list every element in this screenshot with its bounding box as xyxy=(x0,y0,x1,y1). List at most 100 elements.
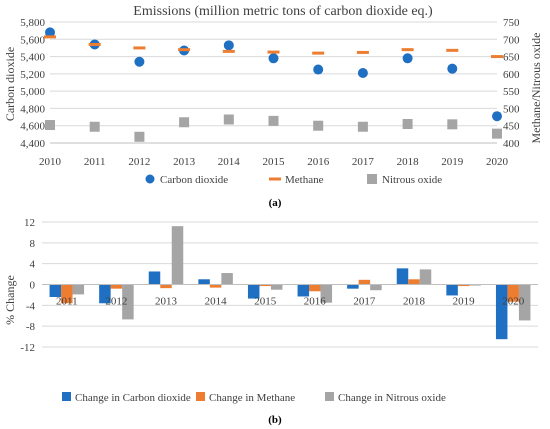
chart-b-xtick-label: 2011 xyxy=(56,296,78,308)
chart-a-legend-label: Carbon dioxide xyxy=(160,174,228,186)
chart-b-xtick-label: 2019 xyxy=(453,296,476,308)
nitrous-oxide-point xyxy=(223,114,234,125)
chart-a-ytick-right-label: 550 xyxy=(503,86,520,98)
co2-point xyxy=(134,56,145,67)
methane-point xyxy=(491,55,503,59)
chart-b-legend-label: Change in Carbon dioxide xyxy=(75,392,191,404)
legend-co2-swatch xyxy=(145,174,155,184)
chart-a-xtick-label: 2020 xyxy=(486,156,509,168)
chart-a-legend: Carbon dioxide Methane Nitrous oxide xyxy=(145,174,442,186)
chart-b-legend-swatch xyxy=(325,392,334,401)
chart-b-ytick-label: -12 xyxy=(20,342,35,354)
chart-a-ytick-right-label: 750 xyxy=(503,17,520,29)
nitrous-oxide-point xyxy=(447,119,458,130)
chart-a-xtick-label: 2013 xyxy=(173,156,196,168)
bar-co2-change xyxy=(396,268,409,285)
bar-n2o-change xyxy=(171,226,184,285)
bar-n2o-change xyxy=(221,273,233,285)
chart-a-legend-label: Nitrous oxide xyxy=(382,174,442,186)
co2-point xyxy=(402,53,413,64)
bar-co2-change xyxy=(49,284,62,297)
chart-a-ytick-right-label: 500 xyxy=(503,103,520,115)
chart-b-xtick-label: 2013 xyxy=(155,296,178,308)
methane-point xyxy=(133,46,146,50)
bar-methane-change xyxy=(110,284,123,289)
chart-a-ytick-label: 5,000 xyxy=(20,86,45,98)
chart-b-ytick-label: 0 xyxy=(30,280,36,292)
bar-methane-change xyxy=(358,279,371,285)
co2-point xyxy=(268,53,279,64)
bar-n2o-change xyxy=(370,284,382,291)
chart-a-ytick-right-label: 700 xyxy=(503,34,520,46)
chart-b-legend-label: Change in Methane xyxy=(209,392,295,404)
methane-point xyxy=(446,48,459,52)
bar-methane-change xyxy=(408,279,420,285)
bar-co2-change xyxy=(247,284,260,299)
chart-b-ytick-label: 8 xyxy=(30,238,36,250)
chart-b-xtick-label: 2017 xyxy=(353,296,376,308)
nitrous-oxide-point xyxy=(179,117,190,128)
legend-n2o-swatch xyxy=(367,174,377,184)
nitrous-oxide-point xyxy=(402,118,413,129)
bar-n2o-change xyxy=(320,284,333,303)
bar-methane-change xyxy=(259,284,271,287)
chart-a-xtick-label: 2018 xyxy=(397,156,420,168)
chart-a-ytick-label: 4,400 xyxy=(20,138,45,150)
methane-point xyxy=(222,49,235,53)
chart-b-xtick-label: 2014 xyxy=(205,296,228,308)
chart-b-legend: Change in Carbon dioxide Change in Methan… xyxy=(62,392,446,404)
methane-point xyxy=(267,50,280,54)
chart-b-legend-swatch xyxy=(62,392,71,401)
methane-point xyxy=(88,42,101,46)
chart-a-ytick-right-label: 600 xyxy=(503,69,520,81)
co2-point xyxy=(313,64,324,75)
legend-methane-swatch xyxy=(269,177,281,181)
methane-point xyxy=(44,35,56,39)
bar-methane-change xyxy=(507,284,519,302)
chart-a-ytick-right-label: 450 xyxy=(503,121,520,133)
chart-b-xtick-label: 2015 xyxy=(254,296,277,308)
chart-a-ytick-label: 5,200 xyxy=(20,69,45,81)
chart-a-ylabel: Carbon dioxide xyxy=(3,47,17,121)
chart-b-legend-label: Change in Nitrous oxide xyxy=(338,392,446,404)
nitrous-oxide-point xyxy=(313,120,324,131)
chart-b: -12 -8 -4 0 4 8 12 2011 2012 2013 2014 2015 2016 201… xyxy=(3,217,538,426)
bar-n2o-change xyxy=(419,269,432,285)
chart-b-xtick-label: 2012 xyxy=(105,296,127,308)
nitrous-oxide-point xyxy=(492,128,502,139)
chart-a-xtick-label: 2012 xyxy=(128,156,150,168)
nitrous-oxide-point xyxy=(89,121,100,132)
chart-a-xtick-label: 2014 xyxy=(218,156,241,168)
bar-n2o-change xyxy=(72,284,85,295)
chart-a-ytick-right-label: 650 xyxy=(503,52,520,64)
chart-a-ytick-label: 4,800 xyxy=(20,103,45,115)
bar-co2-change xyxy=(99,284,111,304)
bar-methane-change xyxy=(160,284,172,289)
chart-b-ytick-label: -8 xyxy=(26,321,36,333)
nitrous-oxide-point xyxy=(45,120,55,131)
chart-b-ytick-label: 4 xyxy=(30,259,36,271)
chart-a-ytick-right-label: 400 xyxy=(503,138,520,150)
co2-point xyxy=(223,40,234,51)
chart-a-xtick-label: 2017 xyxy=(352,156,375,168)
chart-a-xtick-label: 2011 xyxy=(84,156,106,168)
co2-point xyxy=(357,67,368,78)
chart-b-xtick-label: 2018 xyxy=(403,296,426,308)
bar-methane-change xyxy=(209,284,222,288)
methane-point xyxy=(312,51,325,55)
methane-point xyxy=(356,50,369,54)
panel-label-a: (a) xyxy=(269,197,282,209)
chart-a-title: Emissions (million metric tons of carbon… xyxy=(133,4,433,19)
chart-a-xtick-label: 2016 xyxy=(307,156,330,168)
co2-point xyxy=(447,63,458,74)
chart-b-ylabel: % Change xyxy=(3,275,17,325)
bar-co2-change xyxy=(148,271,161,285)
co2-point xyxy=(45,27,55,38)
co2-point xyxy=(492,111,502,122)
methane-point xyxy=(178,48,191,52)
chart-a-ylabel-right: Methane/Nitrous oxide xyxy=(529,33,543,144)
chart-a-ytick-label: 4,600 xyxy=(20,121,45,133)
bar-n2o-change xyxy=(469,284,481,286)
bar-n2o-change xyxy=(270,284,283,290)
nitrous-oxide-point xyxy=(357,121,368,132)
